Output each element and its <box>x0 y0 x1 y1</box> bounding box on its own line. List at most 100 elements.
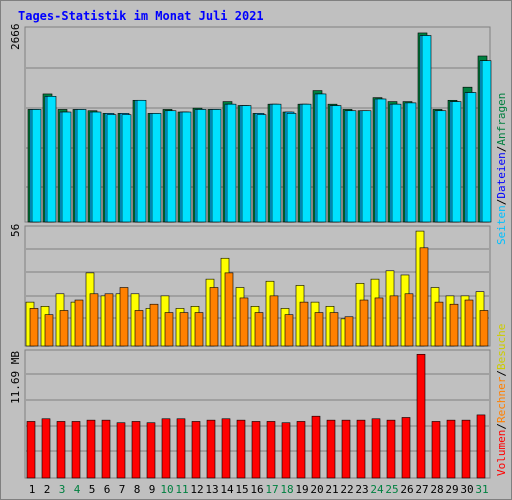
volumen-bar <box>431 421 441 479</box>
volumen-bar <box>116 422 126 479</box>
rechner-bar <box>269 295 279 347</box>
x-tick-label: 6 <box>104 483 111 496</box>
legend-besuche: Besuche <box>495 324 508 370</box>
rechner-bar <box>209 287 219 347</box>
seiten-bar <box>196 109 207 223</box>
volumen-bar <box>191 421 201 479</box>
x-tick-label: 21 <box>325 483 338 496</box>
seiten-bar <box>91 111 102 223</box>
volumen-bar <box>146 422 156 479</box>
volumen-bar <box>131 421 141 479</box>
volumen-bar <box>56 421 66 479</box>
rechner-bar <box>179 312 189 347</box>
seiten-bar <box>106 114 117 223</box>
volumen-bar <box>221 418 231 479</box>
x-tick-label: 13 <box>205 483 218 496</box>
seiten-bar <box>406 102 417 223</box>
seiten-bar <box>61 111 72 223</box>
x-tick-label: 19 <box>295 483 308 496</box>
x-tick-label: 23 <box>355 483 368 496</box>
volumen-bar <box>251 421 261 479</box>
volumen-bar <box>371 418 381 479</box>
rechner-bar <box>284 314 294 347</box>
volumen-bar <box>206 419 216 479</box>
seiten-bar <box>346 110 357 223</box>
rechner-bar <box>254 312 264 347</box>
seiten-bar <box>151 113 162 223</box>
legend-seiten: Seiten <box>495 205 508 245</box>
seiten-bar <box>121 114 132 223</box>
volumen-bar <box>341 419 351 479</box>
volumen-bar <box>446 419 456 479</box>
x-tick-label: 22 <box>340 483 353 496</box>
seiten-bar <box>376 98 387 223</box>
seiten-bar <box>181 111 192 223</box>
x-tick-label: 24 <box>370 483 384 496</box>
rechner-bar <box>29 308 39 347</box>
seiten-bar <box>136 99 147 223</box>
x-tick-label: 4 <box>74 483 81 496</box>
x-tick-label: 1 <box>29 483 36 496</box>
seiten-bar <box>211 109 222 223</box>
seiten-bar <box>301 103 312 223</box>
rechner-bar <box>299 301 309 347</box>
rechner-bar <box>419 247 429 347</box>
legend-volumen: Volumen <box>495 430 508 476</box>
x-tick-label: 18 <box>280 483 293 496</box>
x-tick-label: 8 <box>134 483 141 496</box>
right-legend-bottom: Volumen/Rechner/Besuche <box>495 324 508 476</box>
rechner-bar <box>359 299 369 347</box>
rechner-bar <box>74 299 84 347</box>
rechner-bar <box>104 293 114 347</box>
seiten-bar <box>256 114 267 223</box>
rechner-bar <box>449 303 459 347</box>
seiten-bar <box>286 113 297 223</box>
legend-dateien: Dateien <box>495 152 508 198</box>
x-tick-label: 17 <box>265 483 278 496</box>
x-tick-label: 7 <box>119 483 126 496</box>
middle-panel-ylabel: 56 <box>9 224 22 237</box>
legend-separator: / <box>495 370 508 377</box>
seiten-bar <box>421 35 432 223</box>
legend-rechner: Rechner <box>495 376 508 423</box>
legend-separator: / <box>495 146 508 153</box>
volumen-bar <box>161 418 171 479</box>
legend-anfragen: Anfragen <box>495 93 508 146</box>
seiten-bar <box>391 103 402 223</box>
volumen-bar <box>461 419 471 479</box>
x-tick-label: 11 <box>175 483 188 496</box>
x-tick-label: 10 <box>160 483 173 496</box>
rechner-bar <box>329 312 339 347</box>
volumen-bar <box>86 419 96 479</box>
rechner-bar <box>149 303 159 347</box>
seiten-bar <box>316 93 327 223</box>
rechner-bar <box>404 293 414 347</box>
chart-title: Tages-Statistik im Monat Juli 2021 <box>18 9 264 23</box>
x-tick-label: 5 <box>89 483 96 496</box>
seiten-bar <box>46 96 57 223</box>
rechner-bar <box>239 297 249 347</box>
x-tick-label: 3 <box>59 483 66 496</box>
rechner-bar <box>134 310 144 347</box>
x-tick-label: 2 <box>44 483 51 496</box>
rechner-bar <box>434 301 444 347</box>
seiten-bar <box>76 109 87 223</box>
rechner-bar <box>389 295 399 347</box>
x-tick-label: 15 <box>235 483 248 496</box>
seiten-bar <box>271 103 282 223</box>
x-tick-label: 29 <box>445 483 458 496</box>
right-legend-top: Seiten/Dateien/Anfragen <box>495 93 508 245</box>
x-tick-label: 20 <box>310 483 323 496</box>
volumen-bar <box>356 419 366 479</box>
volumen-bar <box>281 422 291 479</box>
x-tick-label: 9 <box>149 483 156 496</box>
seiten-bar <box>166 110 177 223</box>
x-axis-labels: 1 2 3 4 5 6 7 8 9 10 11 12 13 14 15 16 17 18 19 20 21 22 23 24 2… <box>29 483 489 496</box>
volumen-bar <box>386 419 396 479</box>
seiten-bar <box>331 105 342 223</box>
x-tick-label: 31 <box>475 483 488 496</box>
seiten-bar <box>436 110 447 223</box>
x-tick-label: 27 <box>415 483 428 496</box>
